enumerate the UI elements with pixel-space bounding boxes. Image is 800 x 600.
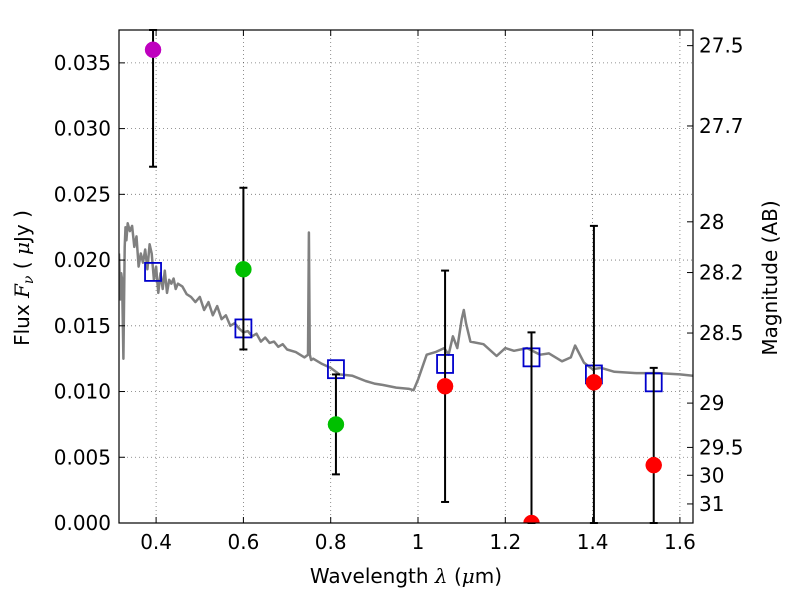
mag-tick-label: 27.5 — [699, 34, 744, 58]
mag-tick-label: 28.2 — [699, 261, 744, 285]
mag-tick-label: 28 — [699, 210, 724, 234]
observed-point — [144, 41, 162, 58]
mag-tick-label: 30 — [699, 463, 724, 487]
y-tick-label: 0.020 — [54, 248, 111, 272]
x-tick-label: 1.2 — [489, 530, 521, 554]
mag-tick-label: 31 — [699, 492, 724, 516]
observed-point — [235, 261, 252, 278]
x-axis-title: Wavelength λ (μm) — [310, 564, 502, 588]
x-tick-label: 0.8 — [315, 530, 347, 554]
model-spectrum-line — [119, 222, 693, 392]
plot-frame — [118, 29, 694, 524]
y-tick-label: 0.030 — [54, 117, 111, 141]
mag-tick-label: 29 — [699, 391, 724, 415]
y-tick-label: 0.000 — [54, 511, 111, 535]
observed-point — [585, 374, 603, 391]
x-tick-label: 1 — [412, 530, 425, 554]
y-tick-label: 0.035 — [54, 51, 111, 75]
mag-tick-label: 28.5 — [699, 321, 744, 345]
observed-point — [436, 378, 454, 395]
x-tick-label: 1.4 — [577, 530, 609, 554]
y-axis-title: Flux Fν ( μJy ) — [10, 210, 37, 346]
model-band-square — [144, 261, 162, 282]
y-tick-label: 0.025 — [54, 182, 111, 206]
mag-tick-label: 29.5 — [699, 435, 744, 459]
observed-point — [327, 416, 345, 433]
x-tick-label: 1.6 — [664, 530, 696, 554]
y-tick-label: 0.015 — [54, 314, 111, 338]
x-tick-label: 0.4 — [140, 530, 172, 554]
x-tick-label: 0.6 — [227, 530, 259, 554]
mag-tick-label: 27.7 — [699, 114, 744, 138]
grid — [119, 30, 693, 524]
axes: 0.4 0.6 0.8 1 1.2 1.4 1.6 0.000 0.005 0.010 0.015 0… — [54, 30, 744, 554]
observed-point — [523, 514, 540, 523]
observed-point — [645, 456, 662, 474]
plot-series — [119, 29, 693, 524]
y-tick-label: 0.005 — [54, 445, 111, 469]
y-right-axis-title: Magnitude (AB) — [758, 200, 782, 355]
y-tick-label: 0.010 — [54, 380, 111, 404]
